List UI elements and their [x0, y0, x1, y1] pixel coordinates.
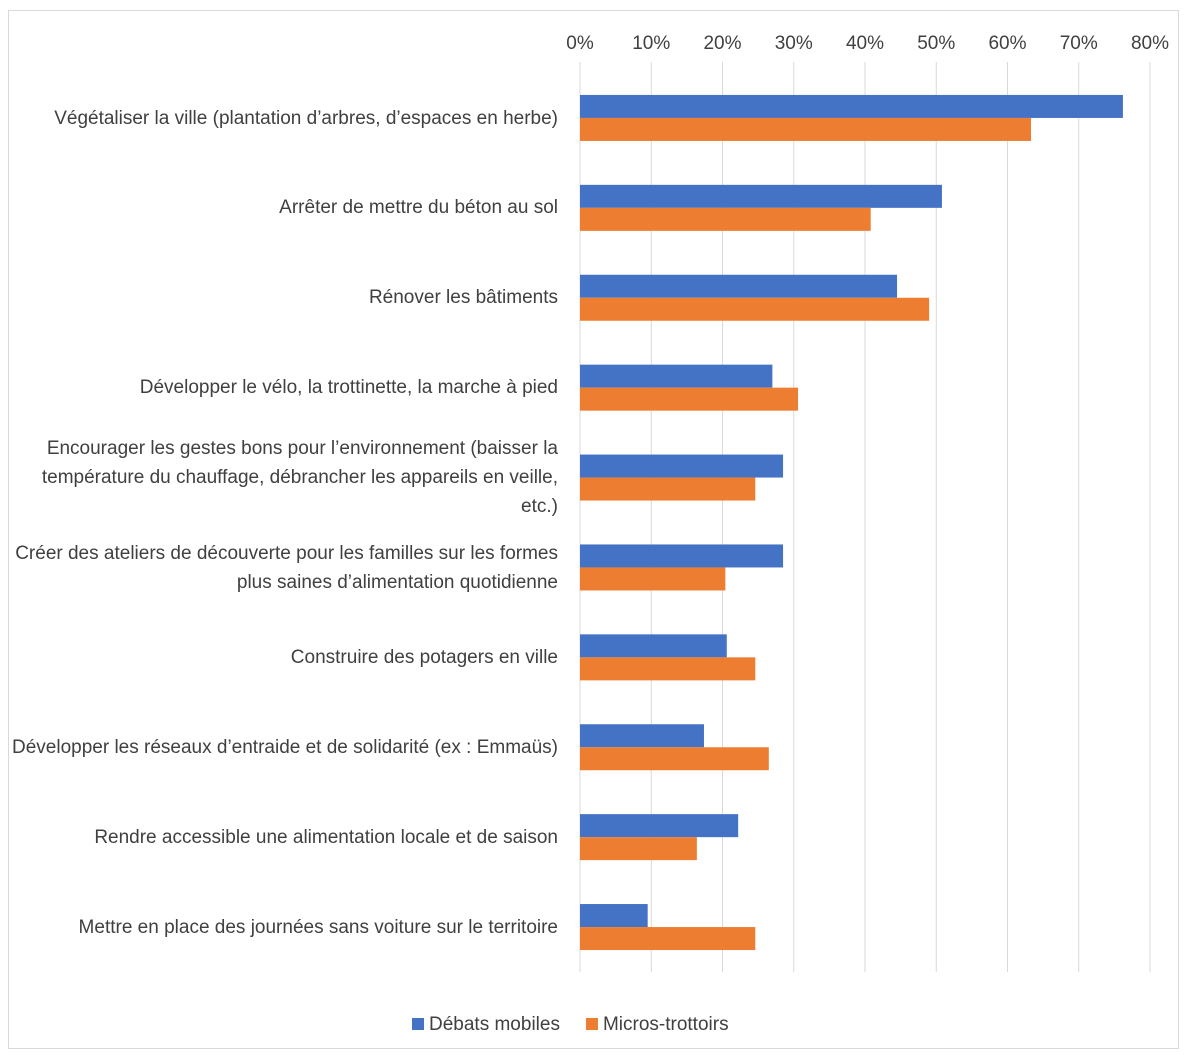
bar	[580, 387, 799, 411]
bar	[580, 297, 930, 321]
bar	[580, 814, 739, 838]
category-label: Développer le vélo, la trottinette, la m…	[139, 377, 558, 399]
category-label: Arrêter de mettre du béton au sol	[279, 197, 558, 219]
chart-border	[8, 10, 1179, 1049]
category-label: Rendre accessible une alimentation local…	[94, 826, 558, 848]
bar	[580, 634, 727, 658]
legend-label: Débats mobiles	[429, 1014, 560, 1035]
x-tick-label: 50%	[917, 33, 955, 54]
legend-swatch	[585, 1018, 598, 1030]
bar	[580, 94, 1123, 118]
category-label: Développer les réseaux d’entraide et de …	[12, 736, 558, 758]
bar	[580, 454, 784, 478]
bar	[580, 724, 704, 748]
x-tick-label: 0%	[566, 33, 594, 54]
category-label: Mettre en place des journées sans voitur…	[78, 916, 558, 938]
bar	[580, 544, 784, 568]
x-tick-label: 40%	[846, 33, 884, 54]
legend-label: Micros-trottoirs	[603, 1014, 729, 1035]
bar	[580, 184, 942, 208]
x-tick-label: 20%	[703, 33, 741, 54]
bar	[580, 274, 898, 298]
x-tick-label: 60%	[988, 33, 1026, 54]
bar	[580, 904, 648, 928]
category-label: Végétaliser la ville (plantation d’arbre…	[54, 107, 558, 129]
bar	[580, 364, 773, 388]
category-label: Créer des ateliers de découverte pour le…	[15, 542, 558, 593]
category-label: Construire des potagers en ville	[290, 646, 558, 668]
category-label: Encourager les gestes bons pour l’enviro…	[41, 438, 558, 518]
bar	[580, 657, 756, 681]
bar	[580, 747, 769, 771]
bar	[580, 207, 871, 231]
legend-swatch	[412, 1018, 424, 1030]
bar	[580, 117, 1032, 141]
x-tick-label: 30%	[775, 33, 813, 54]
x-tick-label: 80%	[1131, 33, 1169, 54]
bar	[580, 927, 756, 951]
category-label: Rénover les bâtiments	[368, 287, 558, 309]
x-tick-label: 10%	[632, 33, 670, 54]
x-tick-label: 70%	[1060, 33, 1098, 54]
bar	[580, 477, 756, 501]
bar	[580, 567, 726, 591]
bar	[580, 837, 697, 861]
